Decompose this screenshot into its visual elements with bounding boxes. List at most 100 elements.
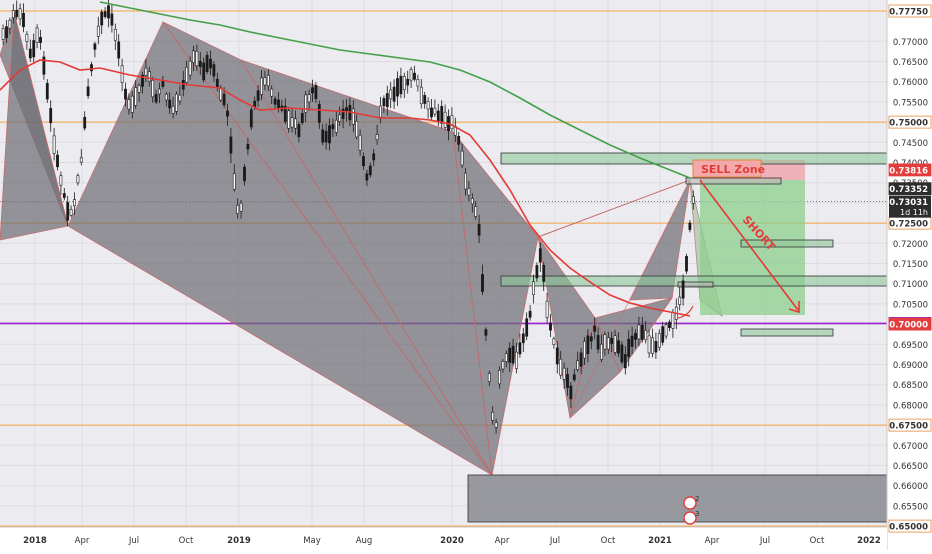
candle-body	[107, 5, 110, 19]
candle-body	[515, 351, 518, 369]
candle-body	[222, 93, 226, 106]
entry-box	[685, 177, 782, 185]
event-marker-label: 2	[695, 495, 699, 503]
candle-body	[603, 334, 607, 350]
candle-body	[317, 104, 321, 123]
candle-body	[691, 196, 695, 204]
time-tick-label: 2019	[227, 536, 251, 546]
short-arrow-head	[788, 301, 800, 314]
candle-body	[555, 347, 559, 365]
price-tick-label: 0.74500	[893, 139, 928, 149]
candle-body	[168, 99, 172, 109]
candle-body	[161, 80, 165, 87]
level-price-tag-bg	[888, 4, 932, 18]
candle-body	[42, 56, 46, 75]
candle-body	[647, 335, 651, 354]
time-tick-label: Oct	[601, 536, 616, 546]
level-price-tag: 0.77750	[889, 8, 928, 18]
time-tick-label: Jul	[549, 536, 560, 546]
candle-body	[552, 338, 556, 346]
candle-body	[606, 337, 610, 350]
candle-body	[294, 118, 297, 129]
zones	[467, 152, 888, 523]
candle-body	[171, 105, 175, 114]
candle-body	[528, 310, 532, 318]
candle-body	[593, 325, 597, 332]
candle-body	[8, 19, 12, 29]
candle-body	[314, 85, 318, 99]
candle-body	[141, 74, 144, 87]
candle-body	[474, 206, 478, 217]
candle-body	[569, 385, 573, 400]
price-tick-label: 0.66500	[893, 462, 928, 472]
price-tick-label: 0.68000	[893, 401, 928, 411]
price-tick-label: 0.71000	[893, 280, 928, 290]
candle-body	[501, 361, 505, 370]
candle-body	[362, 156, 365, 167]
candle-body	[460, 150, 464, 166]
price-tick-label: 0.76500	[893, 58, 928, 68]
candle-body	[229, 136, 233, 154]
candle-body	[195, 51, 199, 67]
candle-body	[341, 108, 345, 119]
candle-body	[368, 165, 372, 176]
harmonic-triangle	[0, 11, 69, 241]
candle-body	[566, 374, 569, 388]
time-tick-label: May	[303, 536, 321, 546]
candle-body	[100, 11, 104, 26]
candle-body	[542, 264, 546, 282]
price-tag-bg	[888, 163, 932, 177]
candle-body	[66, 202, 70, 221]
candle-body	[457, 135, 461, 145]
candle-body	[277, 99, 280, 109]
candle-body	[134, 87, 138, 106]
candle-body	[260, 77, 263, 95]
price-tick-label: 0.65500	[893, 502, 928, 512]
time-tick-label: 2018	[23, 536, 47, 546]
candle-body	[396, 78, 399, 97]
candle-body	[22, 13, 25, 28]
candle-body	[661, 326, 665, 343]
time-tick-label: Apr	[75, 536, 90, 546]
time-tick-label: Jul	[759, 536, 770, 546]
candle-body	[385, 93, 389, 107]
candle-body	[96, 25, 100, 37]
time-tick-label: Jul	[128, 536, 139, 546]
candle-body	[175, 93, 178, 112]
candle-body	[586, 335, 590, 354]
candle-body	[209, 58, 212, 69]
candle-body	[440, 106, 444, 124]
price-axis-background	[887, 0, 932, 550]
candle-body	[120, 65, 124, 83]
candle-body	[164, 93, 168, 101]
price-tag-bg	[888, 317, 932, 331]
candle-body	[311, 87, 314, 94]
candle-body	[433, 107, 437, 115]
price-tag: 0.70000	[889, 321, 928, 331]
time-axis-background	[0, 527, 887, 550]
candle-body	[613, 335, 617, 353]
candle-body	[416, 78, 420, 87]
candle-body	[83, 116, 87, 129]
harmonic-triangle	[452, 130, 539, 476]
candle-body	[147, 71, 151, 82]
candle-body	[491, 411, 495, 421]
price-tick-label: 0.67000	[893, 442, 928, 452]
candle-body	[151, 79, 155, 98]
candle-body	[334, 119, 338, 133]
candle-body	[545, 300, 549, 318]
candle-body	[35, 27, 39, 43]
price-tick-label: 0.70500	[893, 300, 928, 310]
time-axis[interactable]: 2018 Apr Jul Oct 2019 May Aug 2020 Apr Jul Oct 2021…	[0, 526, 887, 550]
candle-body	[525, 318, 529, 337]
candle-body	[178, 94, 182, 102]
entry-hook	[677, 305, 694, 319]
candle-body	[124, 88, 127, 100]
time-tick-label: Aug	[356, 536, 373, 546]
mini-zone	[740, 239, 834, 248]
price-axis[interactable]: 0.77000 0.76500 0.76000 0.75500 0.75000 0.745…	[886, 0, 932, 550]
demand-zone	[467, 474, 888, 523]
sell-zone-box	[692, 159, 762, 178]
